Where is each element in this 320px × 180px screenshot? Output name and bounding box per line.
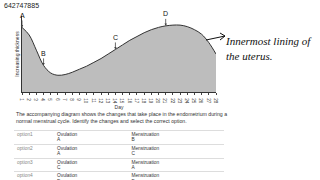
svg-text:17: 17 [134, 98, 139, 104]
html-text:option4: option4 [17, 173, 33, 179]
html-text:Menstruation: Menstruation [131, 145, 160, 151]
svg-text:24: 24 [184, 98, 189, 104]
svg-text:23: 23 [177, 98, 182, 104]
svg-text:27: 27 [206, 98, 211, 104]
svg-text:8: 8 [69, 98, 74, 101]
svg-text:15: 15 [119, 98, 124, 104]
svg-text:9: 9 [76, 98, 81, 101]
html-text:option1: option1 [17, 132, 33, 137]
html-text:A: A [57, 137, 61, 143]
html-text:option3: option3 [17, 159, 33, 165]
svg-text:D: D [163, 10, 168, 17]
html-text:Ovulation: Ovulation [57, 159, 78, 165]
html-text:Menstruation: Menstruation [131, 132, 160, 137]
svg-text:3: 3 [33, 98, 38, 101]
html-text:Ovulation: Ovulation [57, 173, 78, 179]
svg-text:20: 20 [155, 98, 160, 104]
svg-text:2: 2 [26, 98, 31, 101]
svg-text:12: 12 [98, 98, 103, 104]
html-text:Innermost lining of the uterus: Innermost lining of the uterus. [226, 35, 311, 62]
svg-text:10: 10 [83, 98, 88, 104]
svg-text:4: 4 [40, 98, 45, 101]
html-text:A: A [131, 165, 135, 170]
svg-text:B: B [41, 50, 46, 57]
html-text:642747885: 642747885 [4, 2, 39, 9]
html-text:Menstruation: Menstruation [131, 173, 160, 179]
svg-text:19: 19 [148, 98, 153, 104]
html-text:Ovulation: Ovulation [57, 132, 78, 137]
svg-text:22: 22 [170, 98, 175, 104]
svg-text:5: 5 [47, 98, 52, 101]
svg-text:A: A [20, 12, 25, 19]
html-text:Ovulation: Ovulation [57, 145, 78, 151]
svg-text:1: 1 [19, 98, 24, 101]
svg-text:28: 28 [213, 98, 218, 104]
svg-text:Increasing thickness: Increasing thickness [14, 31, 20, 77]
svg-text:6: 6 [55, 98, 60, 101]
html-text:B: B [131, 137, 135, 143]
svg-text:16: 16 [127, 98, 132, 104]
html-text:option2: option2 [17, 145, 33, 151]
svg-text:13: 13 [105, 98, 110, 104]
svg-text:14: 14 [112, 98, 117, 104]
svg-text:21: 21 [162, 98, 167, 104]
svg-text:11: 11 [91, 98, 96, 103]
svg-text:C: C [113, 34, 118, 41]
html-text:Menstruation: Menstruation [131, 159, 160, 165]
svg-text:18: 18 [141, 98, 146, 104]
svg-text:7: 7 [62, 98, 67, 101]
html-text:The accompanying diagram shows: The accompanying diagram shows the chang… [16, 111, 228, 124]
svg-text:Day: Day [115, 104, 124, 110]
svg-text:25: 25 [191, 98, 196, 104]
svg-text:26: 26 [198, 98, 203, 104]
html-text:C: C [131, 151, 135, 157]
html-text:C: C [57, 165, 61, 170]
html-text:A: A [57, 151, 61, 157]
